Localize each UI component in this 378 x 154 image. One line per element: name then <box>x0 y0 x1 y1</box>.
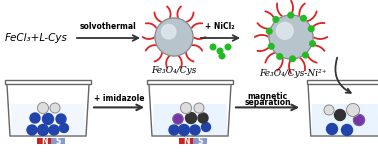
Circle shape <box>194 103 204 113</box>
Text: Fe₃O₄/Cys: Fe₃O₄/Cys <box>151 66 197 75</box>
Circle shape <box>56 114 66 124</box>
Bar <box>37 138 51 144</box>
Circle shape <box>301 15 306 21</box>
Circle shape <box>324 105 334 115</box>
Circle shape <box>155 18 193 56</box>
Bar <box>193 138 207 144</box>
Circle shape <box>186 113 197 124</box>
Circle shape <box>181 103 192 113</box>
Circle shape <box>190 125 200 135</box>
Text: S: S <box>197 136 203 146</box>
Circle shape <box>50 103 60 113</box>
Circle shape <box>27 125 37 135</box>
Circle shape <box>219 53 225 59</box>
Text: + NiCl₂: + NiCl₂ <box>205 22 235 31</box>
Bar <box>147 80 232 84</box>
Bar <box>5 80 91 84</box>
Text: N: N <box>41 136 47 146</box>
Circle shape <box>288 12 294 18</box>
Circle shape <box>178 124 189 136</box>
Text: N: N <box>183 136 189 146</box>
Circle shape <box>277 54 282 59</box>
Circle shape <box>268 44 274 49</box>
Circle shape <box>161 24 176 39</box>
Circle shape <box>335 109 345 120</box>
Text: S: S <box>55 136 61 146</box>
Circle shape <box>341 124 353 136</box>
Circle shape <box>353 115 364 126</box>
Circle shape <box>266 28 272 34</box>
Circle shape <box>327 124 338 134</box>
Circle shape <box>30 113 40 123</box>
Circle shape <box>198 113 208 123</box>
Circle shape <box>201 122 211 132</box>
Circle shape <box>173 114 183 124</box>
Circle shape <box>59 124 68 132</box>
Polygon shape <box>11 104 85 135</box>
Text: magnetic: magnetic <box>247 92 288 101</box>
Circle shape <box>290 56 295 62</box>
Circle shape <box>225 44 231 50</box>
Circle shape <box>273 17 279 22</box>
Circle shape <box>217 48 223 54</box>
Polygon shape <box>312 104 378 135</box>
Bar <box>51 138 65 144</box>
Text: separation: separation <box>244 98 291 107</box>
Text: + imidazole: + imidazole <box>94 94 144 103</box>
Circle shape <box>210 44 216 50</box>
Circle shape <box>37 103 48 113</box>
Circle shape <box>308 26 314 32</box>
Circle shape <box>303 52 308 58</box>
FancyArrowPatch shape <box>335 58 351 93</box>
Text: Fe₃O₄/Cys-Ni²⁺: Fe₃O₄/Cys-Ni²⁺ <box>259 69 327 78</box>
Polygon shape <box>149 84 231 136</box>
Text: solvothermal: solvothermal <box>80 22 136 31</box>
Bar <box>307 80 378 84</box>
Circle shape <box>347 103 359 116</box>
Circle shape <box>42 113 54 124</box>
Circle shape <box>49 125 59 135</box>
Polygon shape <box>7 84 89 136</box>
Text: FeCl₃+L-Cys: FeCl₃+L-Cys <box>5 33 68 43</box>
Bar <box>179 138 193 144</box>
Circle shape <box>169 125 179 135</box>
Circle shape <box>269 15 313 59</box>
Circle shape <box>310 41 315 47</box>
Polygon shape <box>153 104 227 135</box>
Polygon shape <box>308 84 378 136</box>
Circle shape <box>276 22 293 39</box>
Circle shape <box>37 124 48 136</box>
